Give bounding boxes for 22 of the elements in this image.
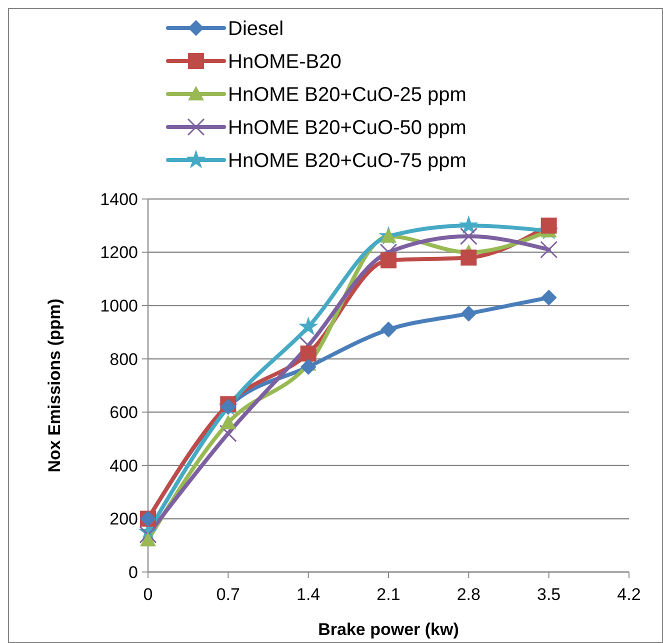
- legend-label: Diesel: [228, 18, 284, 40]
- x-tick-label: 3.5: [537, 585, 561, 604]
- y-tick-label: 600: [110, 403, 138, 422]
- legend-label: HnOME B20+CuO-50 ppm: [228, 117, 466, 139]
- legend-label: HnOME-B20: [228, 51, 342, 73]
- x-tick-label: 2.1: [376, 585, 400, 604]
- y-axis-title: Nox Emissions (ppm): [45, 298, 64, 472]
- y-tick-label: 1000: [100, 296, 138, 316]
- x-tick-label: 2.8: [456, 585, 480, 604]
- x-tick-label: 1.4: [296, 585, 320, 604]
- x-tick-label: 4.2: [617, 585, 641, 604]
- x-tick-label: 0.7: [216, 585, 240, 604]
- y-tick-label: 200: [110, 510, 138, 529]
- legend-label: HnOME B20+CuO-75 ppm: [228, 150, 466, 172]
- y-tick-label: 1400: [100, 190, 138, 209]
- y-tick-label: 800: [110, 350, 138, 369]
- y-tick-label: 400: [110, 456, 138, 476]
- y-tick-label: 1200: [100, 243, 138, 262]
- y-tick-label: 0: [128, 562, 138, 582]
- x-axis-title: Brake power (kw): [318, 620, 459, 639]
- legend-label: HnOME B20+CuO-25 ppm: [228, 84, 466, 106]
- x-tick-label: 0: [143, 585, 153, 604]
